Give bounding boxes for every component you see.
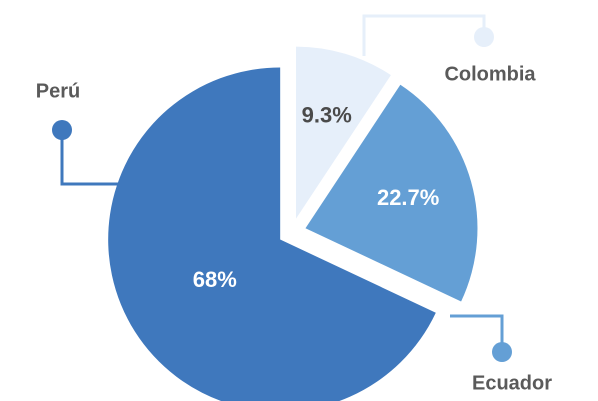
- leader-dot: [474, 27, 494, 47]
- leader-line: [450, 314, 504, 350]
- leader-lines: [52, 14, 512, 362]
- category-label: Ecuador: [472, 372, 552, 394]
- value-label: 68%: [193, 267, 237, 292]
- pie-slice: [305, 84, 478, 302]
- pie-slice: [296, 46, 391, 219]
- leader-line: [362, 14, 486, 56]
- leader-dot: [492, 342, 512, 362]
- leader-line: [60, 132, 126, 186]
- category-label: Perú: [36, 80, 80, 102]
- value-label: 22.7%: [377, 185, 439, 210]
- pie-slice: [108, 67, 436, 401]
- value-label: 9.3%: [302, 102, 352, 127]
- category-label: Colombia: [444, 63, 536, 85]
- leader-dot: [52, 120, 72, 140]
